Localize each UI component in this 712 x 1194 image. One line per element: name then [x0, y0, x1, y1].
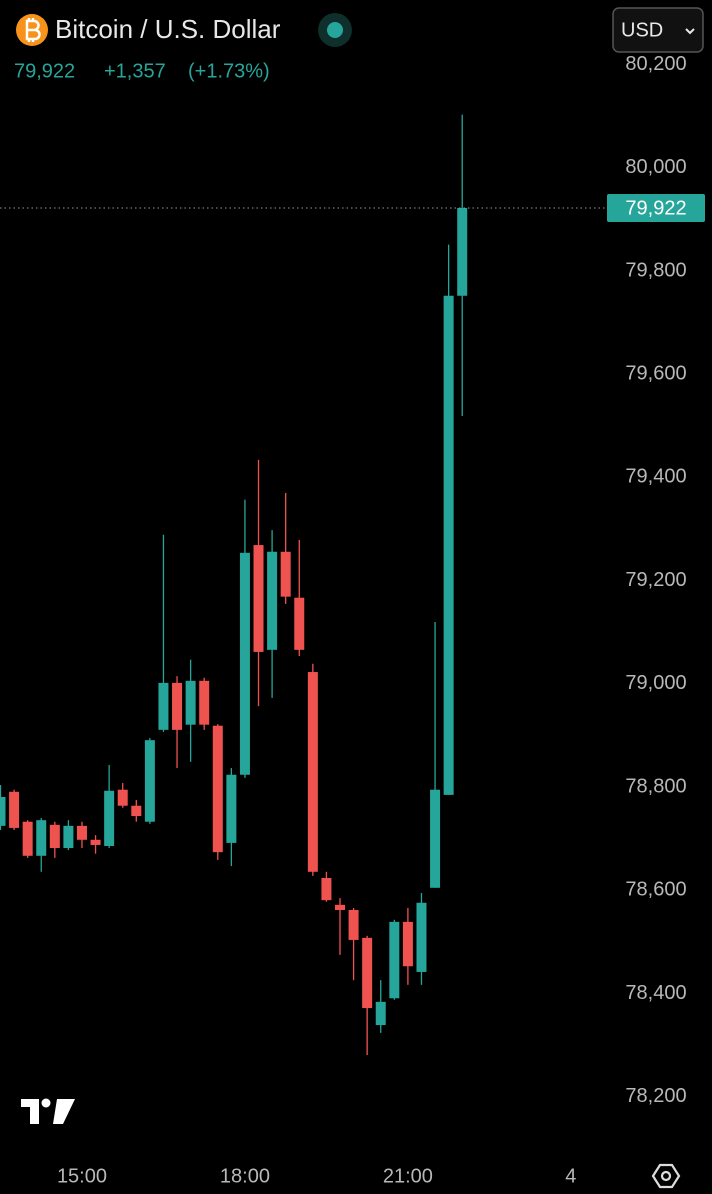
y-tick-label: 78,200 — [625, 1085, 686, 1107]
chart-title: Bitcoin / U.S. Dollar — [55, 14, 281, 44]
candle-body — [0, 796, 6, 826]
candle-body — [63, 825, 74, 849]
settings-button[interactable] — [651, 1163, 681, 1189]
candle-body — [335, 904, 345, 910]
candle-body — [199, 680, 210, 725]
candle-body — [430, 789, 441, 888]
status-dot — [327, 22, 343, 38]
chevron[interactable] — [685, 28, 695, 35]
y-tick-label: 79,200 — [625, 569, 686, 591]
candle-body — [267, 551, 278, 650]
candle-body — [389, 921, 400, 999]
candle-body — [185, 680, 196, 725]
y-tick-label: 80,200 — [625, 53, 686, 75]
candle-body — [362, 937, 373, 1009]
currency-button[interactable]: USD — [612, 7, 704, 53]
candle-body — [90, 839, 101, 845]
tv-logo-part — [21, 1099, 39, 1124]
tv-logo-part — [41, 1098, 51, 1108]
header-change-pct: (+1.73%) — [188, 60, 270, 82]
y-tick-label: 78,400 — [625, 982, 686, 1004]
y-tick-label: 79,600 — [625, 362, 686, 384]
candle-body — [172, 682, 183, 730]
candle-body — [239, 552, 250, 775]
candle-body — [375, 1001, 386, 1026]
coin-symbol — [25, 18, 41, 42]
candle-body — [226, 774, 237, 843]
y-tick-label: 79,800 — [625, 259, 686, 281]
last-price-tag — [607, 194, 705, 223]
candle-body — [280, 551, 291, 597]
currency-button-box[interactable] — [612, 7, 704, 53]
plot-layer — [0, 114, 468, 1056]
header-price: 79,922 — [14, 60, 75, 82]
candle-body — [144, 740, 155, 822]
candle-body — [117, 789, 128, 806]
settings-icon[interactable] — [651, 1163, 681, 1189]
x-tick-label: 21:00 — [383, 1165, 433, 1187]
candle-body — [49, 824, 60, 849]
x-tick-label: 15:00 — [57, 1165, 107, 1187]
y-tick-label: 79,400 — [625, 466, 686, 488]
y-tick-label: 78,800 — [625, 775, 686, 797]
candle-body — [131, 805, 142, 817]
candle-body — [158, 682, 169, 730]
candle-body — [76, 825, 87, 840]
candle-body — [253, 545, 264, 652]
candle-body — [294, 597, 305, 650]
settings-icon-core[interactable] — [660, 1170, 672, 1182]
y-tick-label: 79,000 — [625, 672, 686, 694]
candle-body — [104, 790, 115, 846]
candle-body — [9, 791, 20, 828]
y-tick-label: 78,600 — [625, 879, 686, 901]
last-price-label: 79,922 — [625, 197, 686, 219]
tv-logo-part — [53, 1099, 75, 1124]
candle-body — [416, 902, 427, 972]
candle-body — [443, 295, 454, 795]
candle-body — [36, 820, 47, 856]
candle-body — [22, 821, 33, 856]
candle-body — [212, 725, 223, 853]
y-tick-label: 80,000 — [625, 156, 686, 178]
candle-body — [321, 877, 332, 901]
candle-body — [307, 672, 318, 872]
candle-body — [457, 208, 468, 296]
candle-body — [348, 909, 359, 940]
currency-label[interactable]: USD — [621, 19, 663, 41]
candle-body — [402, 921, 413, 967]
x-tick-label: 4 — [565, 1165, 576, 1187]
tv-logo — [21, 1098, 75, 1124]
x-tick-label: 18:00 — [220, 1165, 270, 1187]
header-change: +1,357 — [104, 60, 166, 82]
